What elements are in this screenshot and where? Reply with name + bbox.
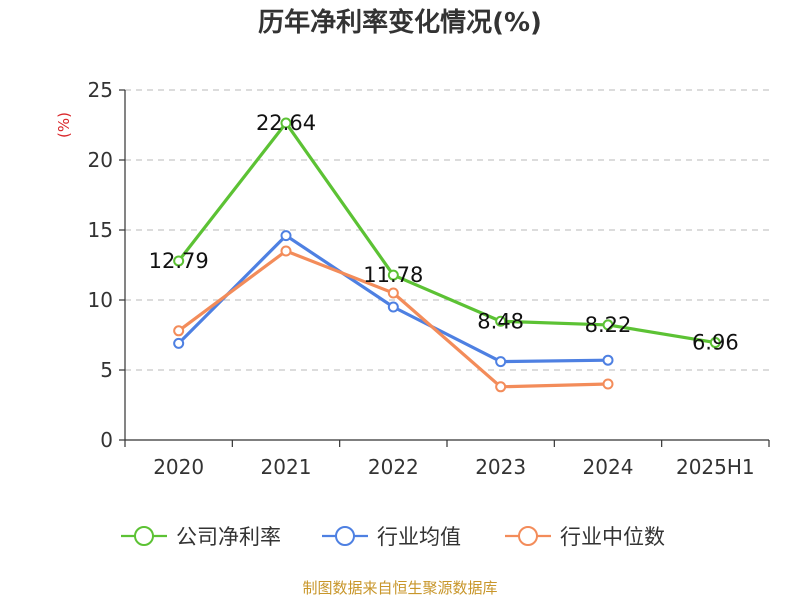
data-label: 8.48	[477, 309, 524, 333]
grid-lines	[125, 89, 769, 371]
data-point	[173, 337, 185, 349]
data-point	[387, 287, 399, 299]
data-point	[602, 354, 614, 366]
data-point	[280, 245, 292, 257]
legend[interactable]: 公司净利率 行业均值 行业中位数	[121, 525, 665, 549]
data-labels: 12.79 22.64 11.78 8.48 8.22 6.96	[149, 111, 739, 355]
data-point	[173, 255, 185, 267]
x-tick-label: 2021	[261, 455, 312, 479]
data-point	[280, 230, 292, 242]
y-tick-label: 0	[100, 428, 113, 452]
data-point	[495, 356, 507, 368]
y-axis-unit: (%)	[55, 112, 73, 138]
y-tick-label: 15	[88, 218, 113, 242]
x-tick-label: 2023	[475, 455, 526, 479]
data-point	[602, 378, 614, 390]
x-tick-label: 2025H1	[676, 455, 755, 479]
legend-circle-icon	[134, 526, 154, 546]
chart-title: 历年净利率变化情况(%)	[258, 7, 542, 38]
x-tick-labels: 2020 2021 2022 2023 2024 2025H1	[153, 455, 754, 479]
series-lines	[173, 117, 721, 393]
data-point	[280, 117, 292, 129]
legend-item[interactable]: 公司净利率	[121, 525, 281, 549]
data-label: 6.96	[692, 331, 739, 355]
series-line-0	[177, 121, 716, 345]
legend-item[interactable]: 行业中位数	[505, 525, 665, 549]
axes	[119, 89, 770, 447]
x-tick-label: 2024	[583, 455, 634, 479]
legend-label: 公司净利率	[176, 525, 281, 549]
data-point	[495, 315, 507, 327]
legend-circle-icon	[518, 526, 538, 546]
y-tick-label: 25	[88, 78, 113, 102]
data-point	[602, 319, 614, 331]
y-tick-label: 20	[88, 148, 113, 172]
data-source: 制图数据来自恒生聚源数据库	[302, 579, 497, 597]
legend-circle-icon	[335, 526, 355, 546]
x-tick-label: 2022	[368, 455, 419, 479]
y-tick-label: 10	[88, 288, 113, 312]
series-line-1	[177, 234, 609, 364]
data-label: 22.64	[256, 111, 316, 135]
legend-label: 行业中位数	[560, 525, 665, 549]
data-point	[387, 301, 399, 313]
y-tick-label: 5	[100, 358, 113, 382]
data-label: 12.79	[149, 249, 209, 273]
y-tick-labels: 0 5 10 15 20 25	[88, 78, 113, 452]
data-label: 8.22	[585, 313, 632, 337]
data-point	[387, 269, 399, 281]
data-label: 11.78	[363, 263, 423, 287]
legend-item[interactable]: 行业均值	[322, 525, 461, 549]
data-point	[173, 325, 185, 337]
legend-label: 行业均值	[377, 525, 461, 549]
data-point	[709, 337, 721, 349]
data-point	[495, 381, 507, 393]
x-tick-label: 2020	[153, 455, 204, 479]
